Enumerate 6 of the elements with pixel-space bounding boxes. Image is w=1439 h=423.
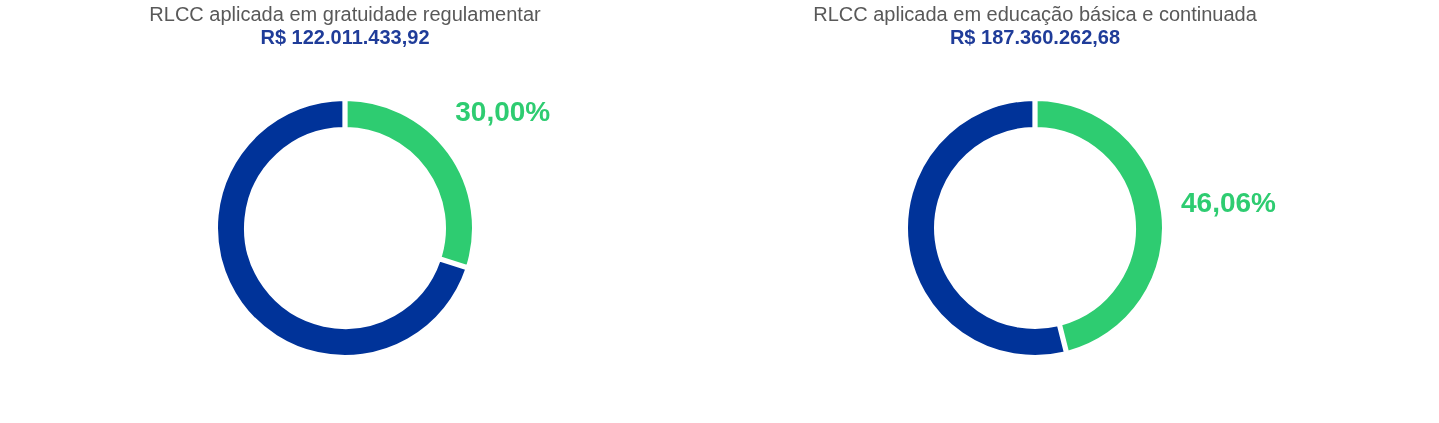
chart-subtitle: R$ 122.011.433,92 xyxy=(260,26,430,48)
chart-subtitle: R$ 187.360.262,68 xyxy=(949,26,1121,48)
data-label: 46,06% xyxy=(1181,186,1277,218)
chart-title: RLCC aplicada em gratuidade regulamentar xyxy=(149,3,541,25)
data-label: 30,00% xyxy=(455,96,551,128)
chart-title: RLCC aplicada em educação básica e continuada xyxy=(813,3,1258,25)
